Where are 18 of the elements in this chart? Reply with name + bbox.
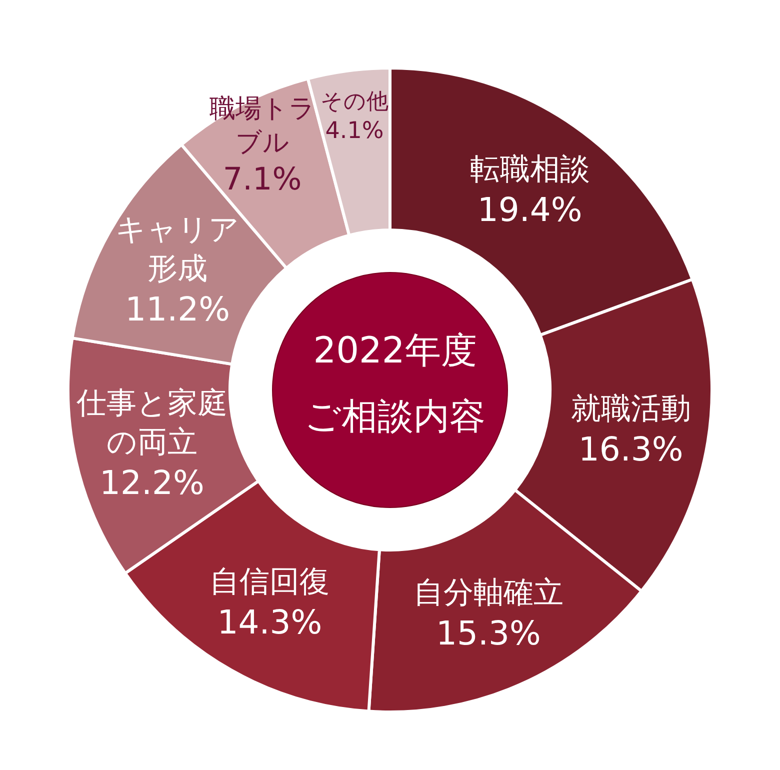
slice-label: 仕事と家庭の両立: [75, 386, 228, 460]
data-label: 4.1%: [325, 118, 384, 144]
slice-label: 自信回復: [210, 564, 330, 600]
data-label: 12.2%: [100, 463, 204, 502]
slice-label: その他: [320, 89, 389, 114]
text: ご相談内容: [304, 396, 486, 438]
data-label: 14.3%: [217, 602, 322, 642]
slice-label: 職場トラブル: [209, 94, 316, 158]
text: 2022年度: [313, 330, 477, 372]
slice-label: 自分軸確立: [413, 575, 564, 610]
slice-label: 就職活動: [570, 391, 691, 426]
data-label: 7.1%: [222, 161, 302, 198]
slice-label: キャリア形成: [116, 212, 240, 286]
data-label: 19.4%: [477, 190, 582, 230]
data-label: 15.3%: [436, 613, 541, 652]
slice-label: 転職相談: [470, 152, 590, 188]
data-label: 11.2%: [125, 290, 230, 328]
data-label: 16.3%: [578, 429, 684, 468]
